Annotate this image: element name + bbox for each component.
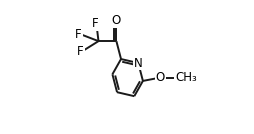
Text: F: F: [75, 28, 82, 41]
Text: O: O: [155, 71, 165, 84]
Text: F: F: [92, 17, 99, 30]
Text: F: F: [77, 45, 84, 58]
Text: N: N: [134, 57, 143, 70]
Text: CH₃: CH₃: [176, 71, 197, 84]
Text: O: O: [112, 14, 121, 27]
